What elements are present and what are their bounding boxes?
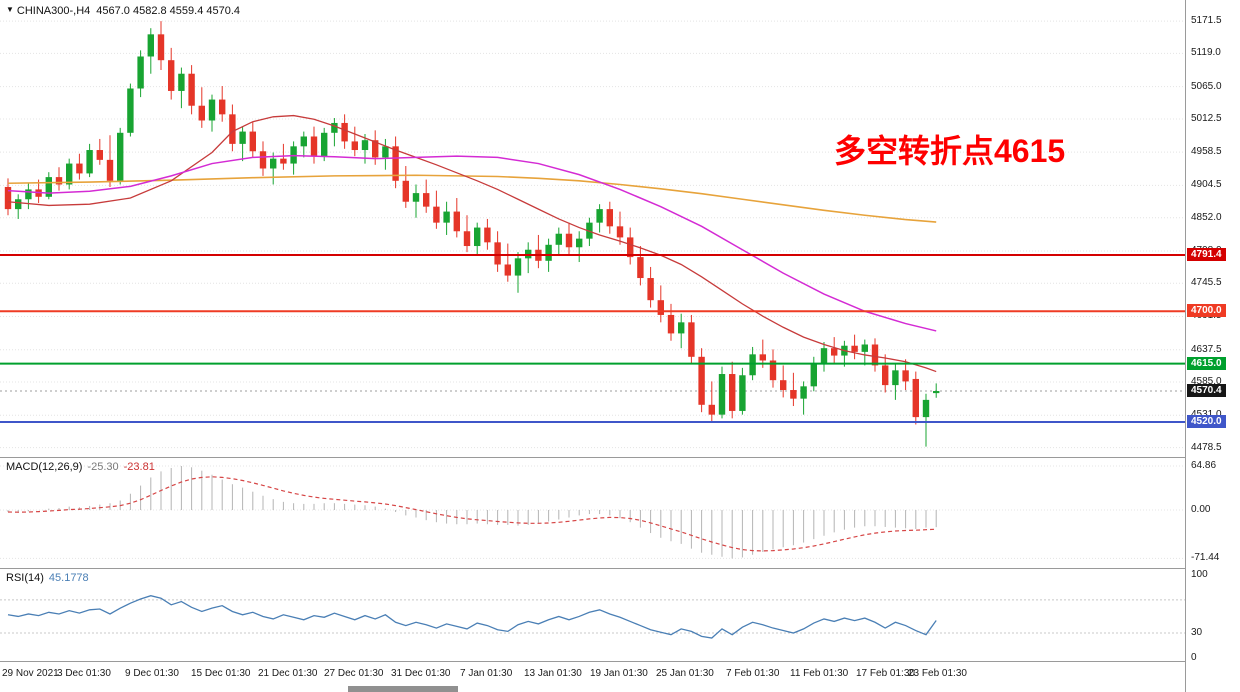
macd-name: MACD(12,26,9) — [6, 461, 83, 473]
price-chart-panel[interactable]: ▼ CHINA300-,H4 4567.0 4582.8 4559.4 4570.4… — [0, 0, 1185, 458]
time-tick-label: 25 Jan 01:30 — [656, 668, 714, 679]
time-tick-label: 23 Feb 01:30 — [908, 668, 967, 679]
time-tick-label: 15 Dec 01:30 — [191, 668, 251, 679]
macd-panel[interactable]: MACD(12,26,9) -25.30 -23.81 — [0, 458, 1185, 569]
macd-scale-label: 64.86 — [1191, 460, 1217, 472]
rsi-scale-label: 100 — [1191, 569, 1208, 580]
macd-label: MACD(12,26,9) -25.30 -23.81 — [6, 461, 155, 473]
macd-signal-value: -23.81 — [123, 461, 155, 473]
time-tick-label: 13 Jan 01:30 — [524, 668, 582, 679]
rsi-panel[interactable]: RSI(14) 45.1778 — [0, 569, 1185, 662]
price-scale-label: 4531.0 — [1191, 409, 1222, 420]
macd-scale-label: 0.00 — [1191, 504, 1211, 515]
rsi-label: RSI(14) 45.1778 — [6, 572, 89, 584]
macd-grid — [0, 465, 1185, 559]
rsi-name: RSI(14) — [6, 572, 44, 584]
ma-red-line — [7, 114, 937, 373]
time-tick-label: 27 Dec 01:30 — [324, 668, 384, 679]
symbol-period-label: CHINA300-,H4 — [16, 5, 91, 17]
macd-scale-label: -71.44 — [1191, 552, 1220, 564]
price-scale-label: 4637.5 — [1191, 343, 1222, 355]
rsi-line — [7, 595, 937, 639]
ma-magenta-line — [7, 154, 937, 332]
macd-signal-line — [7, 476, 937, 552]
price-scale-label: 5119.0 — [1191, 47, 1221, 59]
price-scale-label: 4745.5 — [1191, 277, 1222, 289]
rsi-scale-label: 0 — [1191, 651, 1197, 663]
price-scale-axis[interactable]: 5171.5 5119.0 5065.0 5012.5 4958.5 4904.5 4852… — [1185, 0, 1240, 692]
time-tick-label: 9 Dec 01:30 — [125, 668, 179, 679]
rsi-value: 45.1778 — [48, 572, 89, 584]
price-scale-label: 4958.5 — [1191, 146, 1222, 158]
price-level-tag: 4615.0 — [1187, 356, 1226, 370]
time-tick-label: 19 Jan 01:30 — [590, 668, 648, 679]
price-scale-label: 5012.5 — [1191, 112, 1222, 124]
time-tick-label: 31 Dec 01:30 — [391, 668, 451, 679]
rsi-canvas — [0, 595, 1185, 639]
rsi-scale-label: 30 — [1191, 627, 1203, 639]
price-chart-canvas[interactable] — [0, 0, 1185, 457]
price-scale-label: 4904.5 — [1191, 179, 1222, 191]
price-scale-label: 5171.5 — [1191, 15, 1222, 27]
time-tick-label: 21 Dec 01:30 — [258, 668, 318, 679]
price-level-tag: 4520.0 — [1187, 415, 1226, 429]
price-scale-label: 4585.0 — [1191, 376, 1222, 388]
chart-text-annotation[interactable]: 多空转折点4615 — [834, 133, 1066, 169]
time-tick-label: 7 Feb 01:30 — [726, 668, 780, 679]
time-axis[interactable]: 29 Nov 2021 3 Dec 01:30 9 Dec 01:30 15 Dec … — [0, 662, 1185, 692]
price-level-tag: 4791.4 — [1187, 248, 1226, 261]
macd-main-value: -25.30 — [87, 461, 119, 473]
time-tick-label: 17 Feb 01:30 — [856, 668, 915, 679]
time-tick-label: 11 Feb 01:30 — [790, 668, 849, 679]
price-scale-label: 5065.0 — [1191, 80, 1222, 92]
horizontal-scrollbar-thumb[interactable] — [348, 686, 458, 692]
price-scale-label: 4852.0 — [1191, 211, 1222, 223]
current-price-tag: 4570.4 — [1187, 384, 1226, 397]
price-grid — [0, 20, 1185, 449]
rsi-levels — [0, 599, 1185, 634]
price-level-tag: 4700.0 — [1187, 304, 1226, 318]
time-tick-label: 7 Jan 01:30 — [460, 668, 513, 679]
chart-title: ▼ CHINA300-,H4 4567.0 4582.8 4559.4 4570.4 — [6, 5, 240, 17]
time-tick-label: 29 Nov 2021 — [2, 668, 59, 679]
candles — [4, 21, 940, 447]
macd-histogram — [7, 466, 937, 559]
macd-canvas — [0, 465, 1185, 559]
chart-dropdown-icon[interactable]: ▼ — [6, 5, 14, 14]
ohlc-values: 4567.0 4582.8 4559.4 4570.4 — [96, 5, 241, 17]
price-scale-label: 4478.5 — [1191, 441, 1222, 453]
time-tick-label: 3 Dec 01:30 — [57, 668, 111, 679]
